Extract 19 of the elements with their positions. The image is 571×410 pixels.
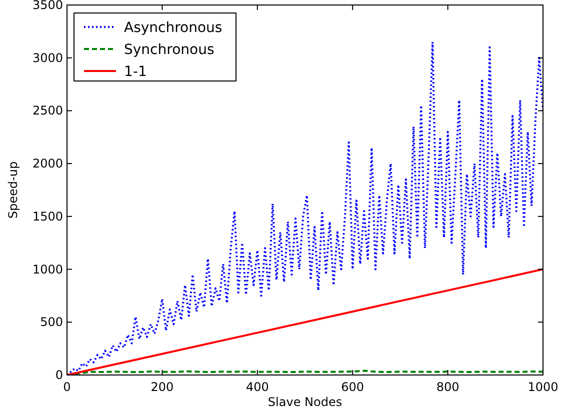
y-tick-label: 0	[55, 368, 63, 382]
legend-label: Synchronous	[124, 42, 214, 58]
y-tick-label: 1500	[32, 209, 63, 224]
x-tick-label: 800	[436, 380, 460, 394]
x-axis-title: Slave Nodes	[268, 395, 342, 409]
x-tick-label: 1000	[528, 380, 558, 394]
y-tick-label: 3500	[32, 0, 63, 12]
legend-label: 1-1	[124, 64, 147, 80]
line-series	[67, 41, 543, 375]
x-tick-label: 400	[246, 380, 269, 394]
y-tick-label: 3000	[32, 50, 63, 65]
y-tick-label: 1000	[32, 262, 63, 276]
x-tick-label: 600	[341, 380, 364, 394]
y-tick-label: 2500	[32, 104, 63, 118]
x-tick-label: 200	[150, 380, 174, 394]
y-tick-label: 500	[40, 315, 63, 330]
y-tick-label: 2000	[32, 156, 63, 171]
legend-label: Asynchronous	[124, 20, 222, 36]
y-axis-title: Speed-up	[6, 161, 20, 219]
